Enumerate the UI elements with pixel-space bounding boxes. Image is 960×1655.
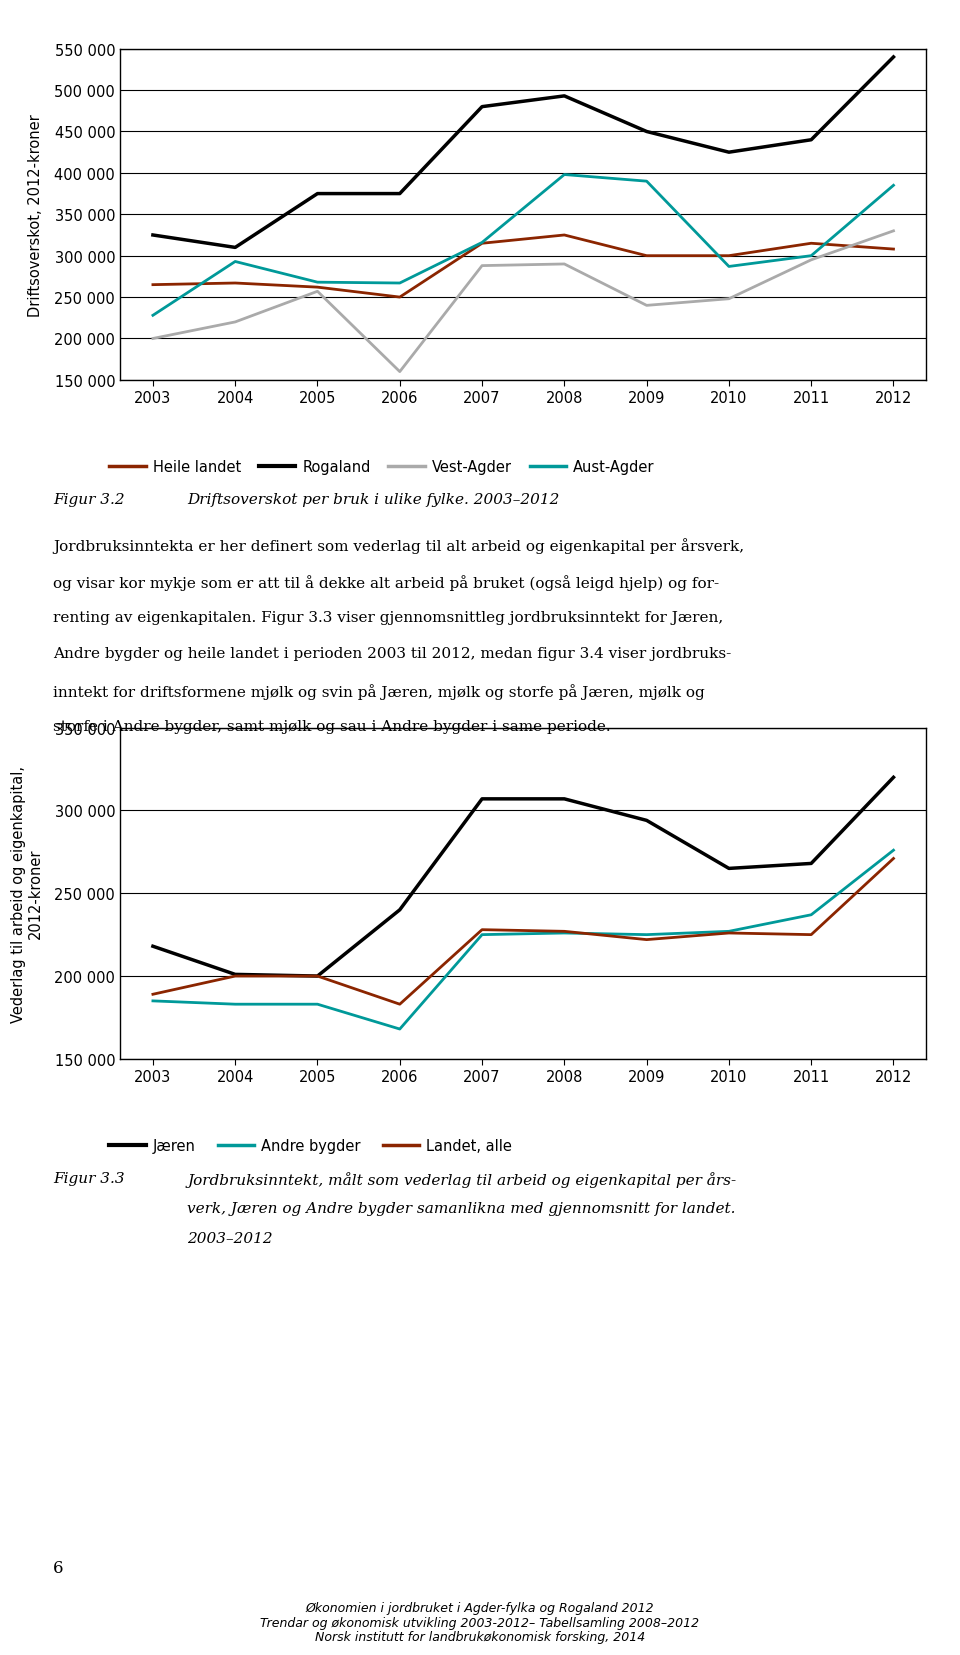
Text: Økonomien i jordbruket i Agder-fylka og Rogaland 2012: Økonomien i jordbruket i Agder-fylka og … [305,1600,655,1614]
Text: 2003–2012: 2003–2012 [187,1231,273,1245]
Text: Andre bygder og heile landet i perioden 2003 til 2012, medan figur 3.4 viser jor: Andre bygder og heile landet i perioden … [53,647,732,660]
Y-axis label: Driftsoverskot, 2012-kroner: Driftsoverskot, 2012-kroner [28,114,43,316]
Text: Trendar og økonomisk utvikling 2003-2012– Tabellsamling 2008–2012: Trendar og økonomisk utvikling 2003-2012… [260,1615,700,1629]
Text: og visar kor mykje som er att til å dekke alt arbeid på bruket (også leigd hjelp: og visar kor mykje som er att til å dekk… [53,574,719,591]
Text: Figur 3.2: Figur 3.2 [53,493,125,506]
Legend: Jæren, Andre bygder, Landet, alle: Jæren, Andre bygder, Landet, alle [104,1132,518,1160]
Text: Driftsoverskot per bruk i ulike fylke. 2003–2012: Driftsoverskot per bruk i ulike fylke. 2… [187,493,560,506]
Text: verk, Jæren og Andre bygder samanlikna med gjennomsnitt for landet.: verk, Jæren og Andre bygder samanlikna m… [187,1202,735,1215]
Legend: Heile landet, Rogaland, Vest-Agder, Aust-Agder: Heile landet, Rogaland, Vest-Agder, Aust… [104,453,660,482]
Text: Norsk institutt for landbrukøkonomisk forsking, 2014: Norsk institutt for landbrukøkonomisk fo… [315,1630,645,1643]
Text: renting av eigenkapitalen. Figur 3.3 viser gjennomsnittleg jordbruksinntekt for : renting av eigenkapitalen. Figur 3.3 vis… [53,611,723,624]
Y-axis label: Vederlag til arbeid og eigenkapital,
2012-kroner: Vederlag til arbeid og eigenkapital, 201… [11,765,43,1023]
Text: 6: 6 [53,1559,63,1576]
Text: Jordbruksinntekta er her definert som vederlag til alt arbeid og eigenkapital pe: Jordbruksinntekta er her definert som ve… [53,538,744,554]
Text: storfe i Andre bygder, samt mjølk og sau i Andre bygder i same periode.: storfe i Andre bygder, samt mjølk og sau… [53,720,611,733]
Text: Figur 3.3: Figur 3.3 [53,1172,125,1185]
Text: inntekt for driftsformene mjølk og svin på Jæren, mjølk og storfe på Jæren, mjøl: inntekt for driftsformene mjølk og svin … [53,684,705,700]
Text: Jordbruksinntekt, målt som vederlag til arbeid og eigenkapital per års-: Jordbruksinntekt, målt som vederlag til … [187,1172,736,1188]
